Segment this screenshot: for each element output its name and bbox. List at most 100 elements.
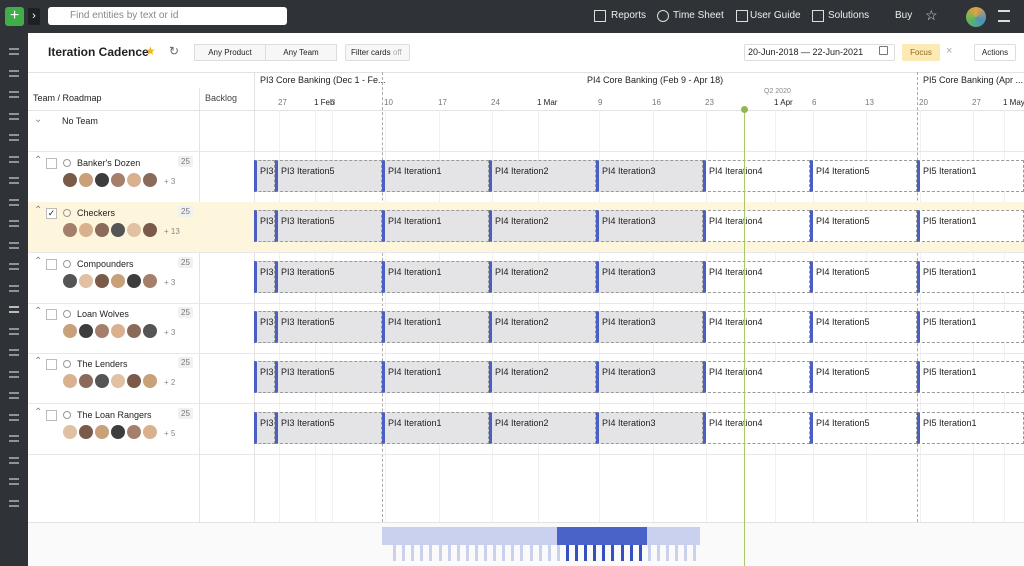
team-name[interactable]: The Loan Rangers [77,409,152,420]
iteration[interactable]: PI3 Iteration5 [275,411,382,444]
iteration[interactable]: PI3 Iteration5 [275,160,382,192]
nav-link[interactable]: Solutions [828,10,870,21]
iteration[interactable]: PI5 Iteration1 [917,411,1024,444]
sidebar-icon[interactable] [9,478,19,485]
sidebar-icon[interactable] [9,435,19,442]
column-header[interactable]: Team / Roadmap [33,93,102,103]
sidebar-icon[interactable] [9,48,19,55]
sidebar-icon[interactable] [9,284,19,292]
focus-button[interactable]: Focus [902,44,940,61]
iteration[interactable]: PI3 [254,411,275,444]
nav-link[interactable]: User Guide [750,10,801,21]
iteration[interactable]: PI4 Iteration4 [703,310,810,343]
iteration[interactable]: PI4 Iteration3 [596,361,703,394]
sidebar-icon[interactable] [9,91,19,98]
iteration[interactable]: PI4 Iteration2 [489,260,596,293]
team-name[interactable]: Banker's Dozen [77,158,141,168]
collapse-chevron[interactable]: ⌃ [34,155,43,166]
iteration[interactable]: PI4 Iteration3 [596,411,703,444]
iteration[interactable]: PI3 [254,160,275,192]
date-range-box[interactable] [744,44,895,61]
calendar-icon[interactable] [879,46,888,55]
iteration[interactable]: PI4 Iteration5 [810,361,917,394]
iteration[interactable]: PI3 Iteration5 [275,210,382,243]
iteration[interactable]: PI4 Iteration3 [596,160,703,192]
iteration[interactable]: PI4 Iteration2 [489,411,596,444]
clear-focus[interactable]: × [946,45,953,57]
team-name[interactable]: Loan Wolves [77,308,129,319]
iteration[interactable]: PI4 Iteration4 [703,210,810,243]
collapse-chevron[interactable]: ⌃ [34,205,43,217]
iteration[interactable]: PI3 [254,210,275,243]
checkbox[interactable] [46,158,57,169]
checkbox[interactable] [46,409,57,421]
iteration[interactable]: PI4 Iteration2 [489,210,596,243]
iteration[interactable]: PI4 Iteration5 [810,310,917,343]
iteration[interactable]: PI4 Iteration3 [596,260,703,293]
search-box[interactable] [48,7,287,25]
refresh[interactable]: ↻ [169,44,180,58]
team-name[interactable]: Compounders [77,258,134,269]
star-icon[interactable]: ☆ [925,7,938,23]
sidebar-icon[interactable] [9,155,19,163]
iteration[interactable]: PI4 Iteration4 [703,361,810,394]
collapse-chevron[interactable]: ⌃ [34,305,43,317]
sidebar-icon[interactable] [9,499,19,507]
collapse-chevron[interactable]: ⌃ [34,255,43,267]
filter-button[interactable]: Any Team [265,44,337,61]
iteration[interactable]: PI4 Iteration4 [703,260,810,293]
user-avatar[interactable] [966,7,986,27]
iteration[interactable]: PI3 [254,310,275,343]
sidebar-icon[interactable] [9,69,19,77]
iteration[interactable]: PI4 Iteration1 [382,361,489,394]
checkbox[interactable]: ✓ [46,208,57,220]
team-name[interactable]: Checkers [77,208,116,219]
settings-icon[interactable] [998,10,1010,22]
add-button[interactable]: + [5,7,24,26]
iteration[interactable]: PI4 Iteration1 [382,310,489,343]
iteration[interactable]: PI4 Iteration5 [810,210,917,243]
sidebar-icon[interactable] [9,392,19,399]
iteration[interactable]: PI4 Iteration2 [489,310,596,343]
iteration[interactable]: PI5 Iteration1 [917,260,1024,293]
iteration[interactable]: PI5 Iteration1 [917,160,1024,192]
iteration[interactable]: PI4 Iteration1 [382,260,489,293]
expand-button[interactable]: › [28,8,40,25]
filter-button[interactable]: Any Product [194,44,266,61]
iteration[interactable]: PI3 [254,361,275,394]
nav-link[interactable]: Reports [611,10,647,21]
iteration[interactable]: PI4 Iteration1 [382,210,489,243]
iteration[interactable]: PI4 Iteration4 [703,411,810,444]
iteration[interactable]: PI4 Iteration3 [596,210,703,243]
sidebar-icon[interactable] [9,177,19,184]
iteration[interactable]: PI4 Iteration5 [810,160,917,192]
checkbox[interactable] [46,359,57,371]
filter-cards-button[interactable] [345,44,410,61]
iteration[interactable]: PI4 Iteration5 [810,260,917,293]
iteration[interactable]: PI3 Iteration5 [275,361,382,394]
column-header[interactable]: Backlog [205,93,238,103]
iteration[interactable]: PI4 Iteration1 [382,411,489,444]
iteration[interactable]: PI4 Iteration3 [596,310,703,343]
sidebar-icon[interactable] [9,456,19,464]
collapse-chevron[interactable]: ⌃ [34,356,43,368]
nav-link[interactable]: Time Sheet [673,10,724,21]
sidebar-icon[interactable] [9,370,19,378]
team-name[interactable]: The Lenders [77,359,128,370]
iteration[interactable]: PI4 Iteration4 [703,160,810,192]
checkbox[interactable] [46,308,57,320]
sidebar-icon[interactable] [9,263,19,270]
sidebar-icon[interactable] [9,327,19,335]
collapse-chevron[interactable]: ⌃ [34,406,43,418]
sidebar-icon[interactable] [9,349,19,356]
sidebar-icon[interactable] [9,306,19,313]
sidebar-icon[interactable] [9,220,19,227]
iteration[interactable]: PI5 Iteration1 [917,310,1024,343]
checkbox[interactable] [46,258,57,270]
iteration[interactable]: PI5 Iteration1 [917,361,1024,394]
iteration[interactable]: PI5 Iteration1 [917,210,1024,243]
iteration[interactable]: PI4 Iteration5 [810,411,917,444]
minimap-focus[interactable] [557,527,647,545]
nav-link[interactable]: Buy [895,10,913,21]
actions-button[interactable]: Actions [974,44,1016,61]
